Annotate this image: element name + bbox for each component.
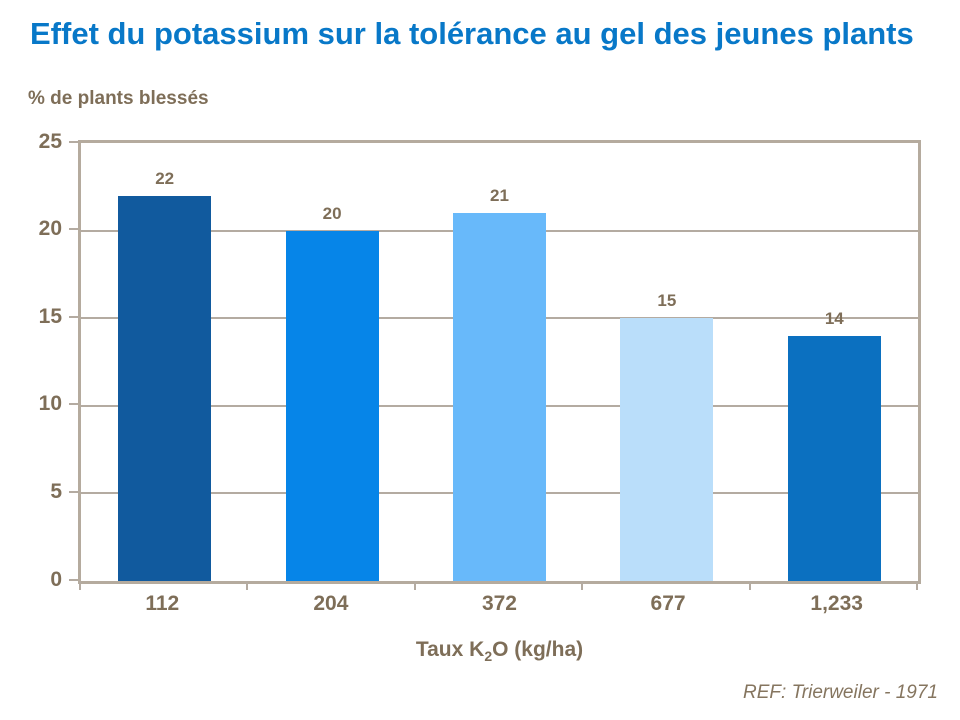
y-tick-label-0: 0 — [50, 567, 62, 591]
x-tick-mark — [413, 581, 416, 590]
x-category-label-204: 204 — [313, 592, 349, 615]
y-tick-mark — [69, 228, 78, 231]
bar-1,233 — [787, 335, 881, 581]
y-tick-label-10: 10 — [38, 392, 62, 416]
bar-677 — [620, 318, 714, 581]
chart-title: Effet du potassium sur la tolérance au g… — [30, 16, 914, 51]
bar-value-label: 22 — [155, 168, 175, 188]
y-tick-mark — [69, 403, 78, 406]
x-tick-mark — [748, 581, 751, 590]
x-axis-title: Taux K2O (kg/ha) — [78, 638, 921, 665]
plot-area: 22 20 21 15 14 — [78, 140, 921, 584]
y-tick-mark — [69, 315, 78, 318]
reference-text: REF: Trierweiler - 1971 — [743, 682, 938, 703]
x-axis-category-labels: 112 204 372 677 1,233 — [78, 592, 921, 616]
y-tick-mark — [69, 578, 78, 581]
bar-value-label: 14 — [824, 308, 844, 328]
y-tick-label-5: 5 — [50, 479, 62, 503]
bar-112 — [118, 195, 212, 581]
y-axis-unit-label: % de plants blessés — [28, 88, 209, 109]
y-tick-label-15: 15 — [38, 304, 62, 328]
x-category-label-112: 112 — [145, 592, 180, 615]
bar-value-label: 15 — [657, 291, 677, 311]
x-tick-mark — [916, 581, 918, 590]
bar-value-label: 20 — [322, 203, 342, 223]
x-axis-title-subscript: 2 — [484, 648, 493, 665]
y-tick-label-25: 25 — [38, 129, 62, 153]
x-category-label-372: 372 — [481, 592, 517, 615]
x-tick-mark — [581, 581, 584, 590]
x-axis-title-suffix: O (kg/ha) — [492, 638, 584, 661]
x-tick-mark — [246, 581, 249, 590]
bar-204 — [285, 230, 379, 581]
x-axis-title-prefix: Taux K — [415, 638, 485, 661]
x-category-label-677: 677 — [650, 592, 686, 615]
bar-value-label: 21 — [490, 186, 509, 206]
y-tick-mark — [69, 490, 78, 493]
x-category-label-1,233: 1,233 — [810, 592, 863, 615]
x-tick-mark — [79, 581, 81, 590]
y-tick-mark — [69, 140, 78, 143]
bar-372 — [453, 213, 546, 581]
y-tick-label-20: 20 — [38, 217, 62, 241]
